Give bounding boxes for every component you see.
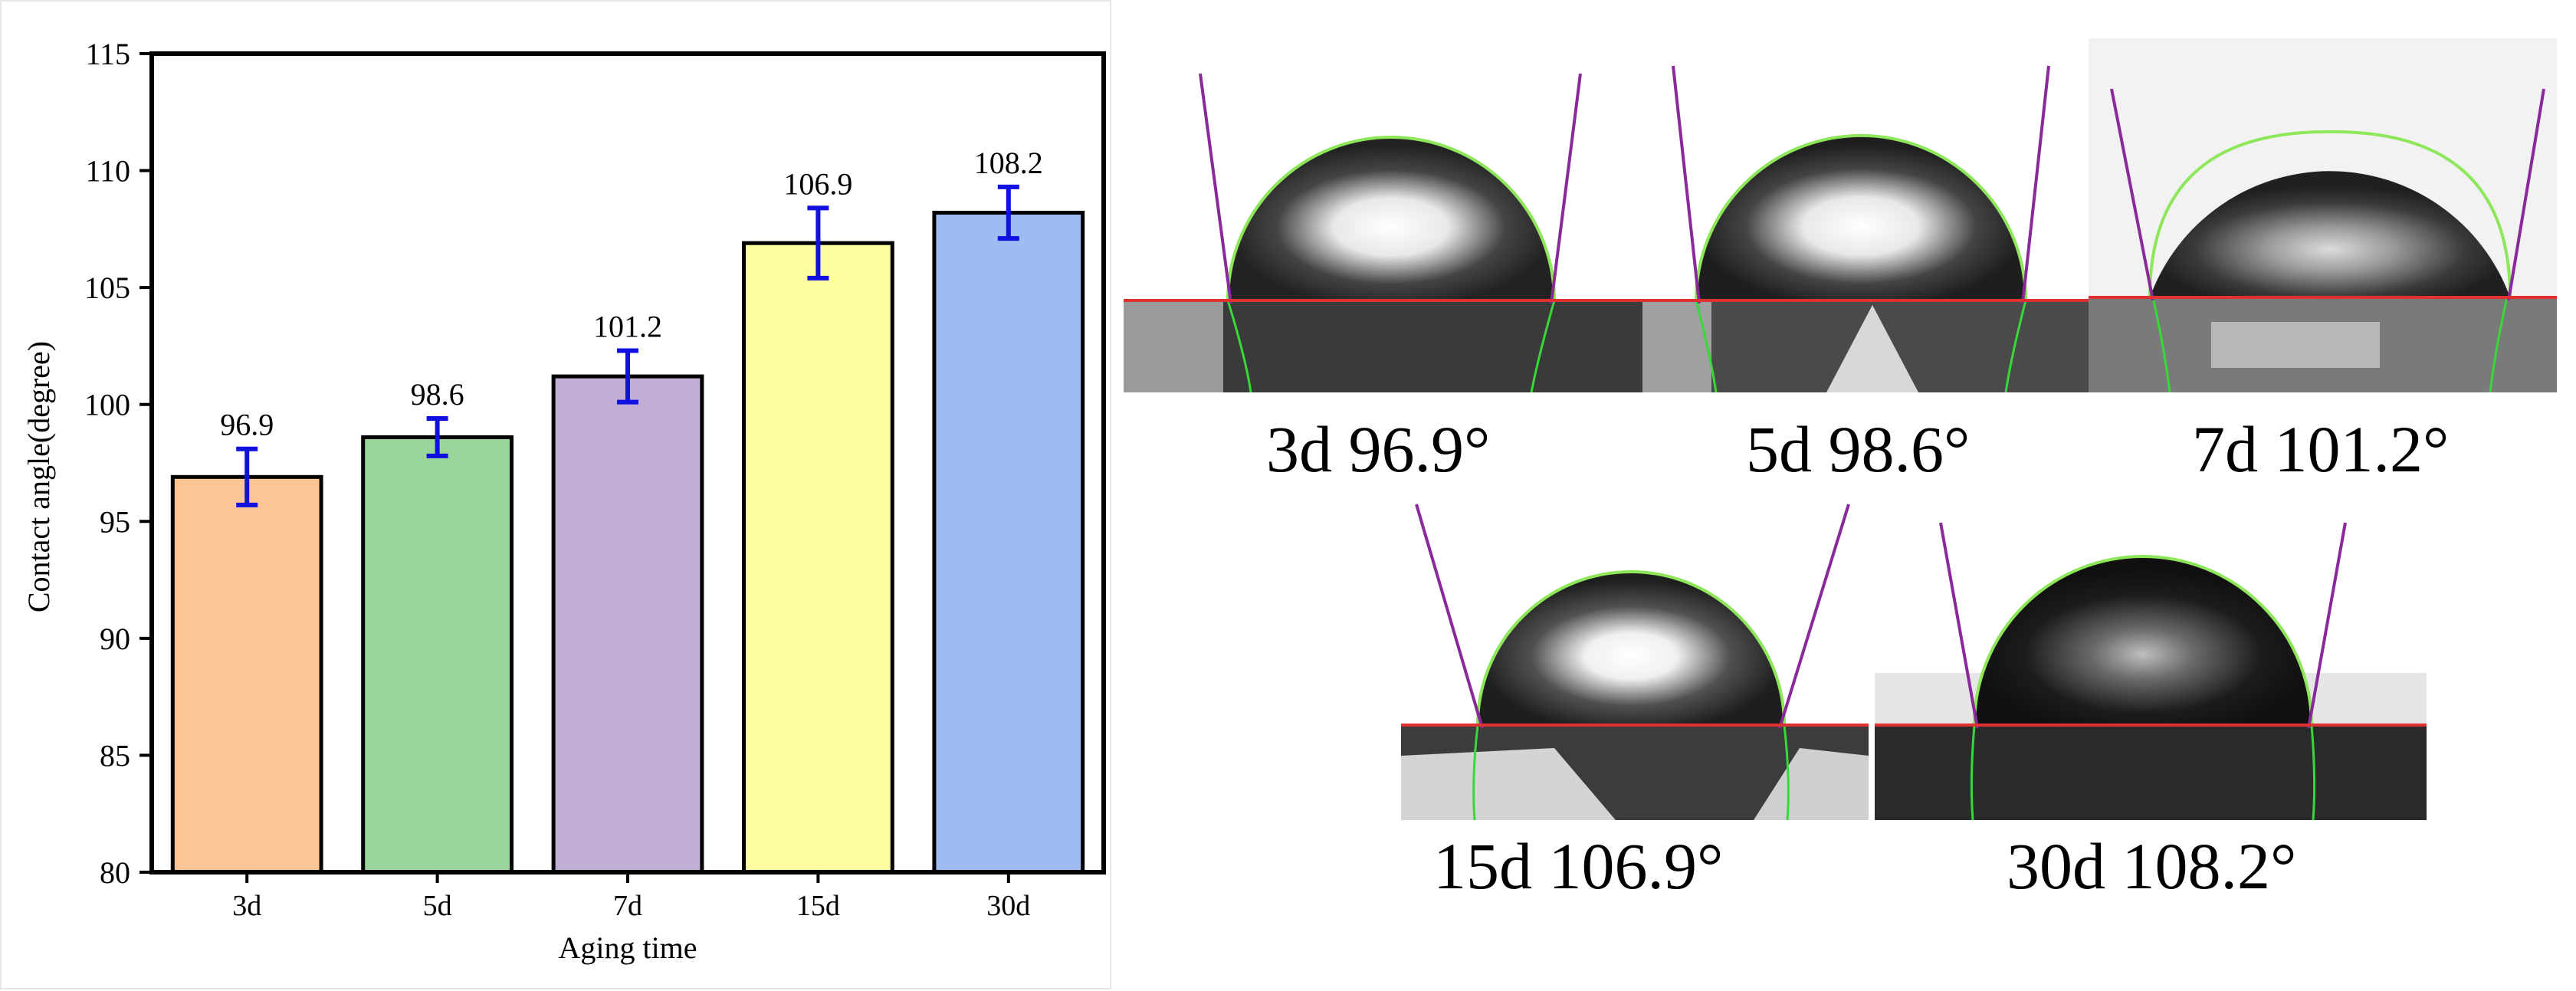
chart-canvas: 96.9 98.6 101.2 106.9 108.2 3d 5d 7d 15d 30d 80 85… bbox=[21, 37, 1106, 965]
x-tick-label-3d: 3d bbox=[232, 890, 261, 922]
photo-caption-5d: 5d 98.6° bbox=[1746, 412, 1971, 486]
error-bar-5d bbox=[426, 416, 448, 458]
bar-7d bbox=[551, 374, 704, 875]
droplet-photo-30d bbox=[1875, 495, 2427, 820]
photo-caption-30d: 30d 108.2° bbox=[2007, 829, 2297, 903]
x-axis-title: Aging time bbox=[558, 930, 697, 965]
y-tick-label-80: 80 bbox=[100, 855, 130, 890]
plot-frame bbox=[149, 51, 1106, 875]
error-bar-7d bbox=[617, 348, 638, 405]
photo-caption-7d: 7d 101.2° bbox=[2192, 412, 2450, 486]
error-bar-3d bbox=[236, 446, 258, 507]
value-label-15d: 106.9 bbox=[783, 166, 852, 201]
droplet-photo-7d bbox=[2089, 38, 2557, 392]
photo-caption-15d: 15d 106.9° bbox=[1433, 829, 1724, 903]
contact-angle-bar-chart: 96.9 98.6 101.2 106.9 108.2 3d 5d 7d 15d 30d 80 85… bbox=[0, 0, 1111, 989]
bar-15d bbox=[742, 241, 894, 875]
x-tick-label-15d: 15d bbox=[796, 890, 840, 922]
value-label-5d: 98.6 bbox=[411, 377, 464, 412]
y-tick-label-105: 105 bbox=[84, 271, 130, 305]
x-tick-label-5d: 5d bbox=[423, 890, 452, 922]
bar-5d bbox=[361, 435, 514, 875]
y-tick-label-85: 85 bbox=[100, 738, 130, 773]
value-label-30d: 108.2 bbox=[974, 146, 1043, 180]
y-tick-label-95: 95 bbox=[100, 504, 130, 539]
y-tick-label-115: 115 bbox=[85, 37, 130, 71]
droplet-photo-3d bbox=[1124, 61, 1642, 392]
droplet-photo-5d bbox=[1642, 61, 2089, 392]
photo-caption-3d: 3d 96.9° bbox=[1266, 412, 1491, 486]
error-bar-30d bbox=[997, 184, 1019, 241]
y-axis-title: Contact angle(degree) bbox=[21, 341, 56, 612]
x-tick-label-7d: 7d bbox=[613, 890, 642, 922]
bar-3d bbox=[170, 474, 323, 875]
y-tick-label-90: 90 bbox=[100, 622, 130, 656]
droplet-photo-15d bbox=[1401, 495, 1869, 820]
value-label-3d: 96.9 bbox=[220, 408, 274, 442]
y-tick-label-110: 110 bbox=[85, 154, 130, 189]
bar-30d bbox=[932, 210, 1085, 875]
error-bar-15d bbox=[807, 205, 829, 281]
x-tick-label-30d: 30d bbox=[986, 890, 1030, 922]
y-tick-label-100: 100 bbox=[84, 388, 130, 422]
value-label-7d: 101.2 bbox=[593, 310, 662, 344]
